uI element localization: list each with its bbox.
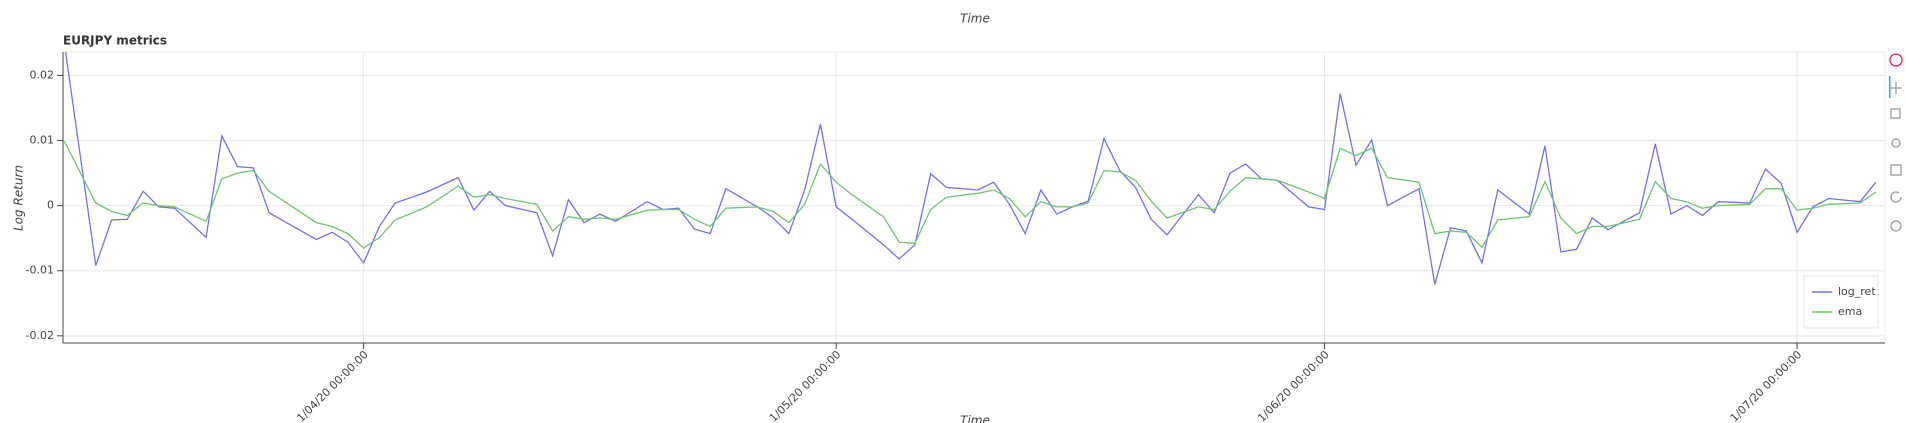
plot-frame (62, 51, 1886, 344)
wheel-zoom-tool[interactable] (1891, 138, 1901, 148)
pan-tool[interactable] (1890, 82, 1902, 94)
y-tick-label: -0.02 (26, 329, 54, 342)
toolbar (1889, 53, 1903, 232)
x-tick-label: 1/06/20 00:00:00 (1255, 348, 1332, 423)
plot-area (63, 52, 1877, 285)
y-axis-label: Log Return (12, 165, 26, 231)
x-axis-label: Time (960, 414, 990, 423)
legend-label: log_ret (1838, 285, 1876, 298)
active-indicator (1889, 76, 1891, 98)
help-tool[interactable] (1890, 220, 1902, 232)
box-zoom-tool[interactable] (1890, 108, 1901, 119)
y-tick-label: 0 (47, 199, 54, 212)
series-line (63, 140, 1877, 249)
x-tick-label: 1/05/20 00:00:00 (767, 348, 844, 423)
above-axis-label: Time (960, 12, 990, 26)
bokeh-logo[interactable] (1889, 53, 1903, 67)
y-tick-label: 0.01 (30, 134, 55, 147)
y-tick-label: 0.02 (30, 68, 55, 81)
legend-label: ema (1838, 305, 1862, 318)
y-tick-label: -0.01 (26, 264, 54, 277)
x-tick-label: 1/07/20 00:00:00 (1728, 348, 1805, 423)
chart-title: EURJPY metrics (63, 34, 167, 48)
legend-box (1803, 275, 1879, 329)
save-tool[interactable] (1890, 164, 1902, 176)
series-line (64, 52, 1877, 285)
reset-tool[interactable] (1890, 191, 1902, 203)
x-tick-label: 1/04/20 00:00:00 (294, 348, 371, 423)
